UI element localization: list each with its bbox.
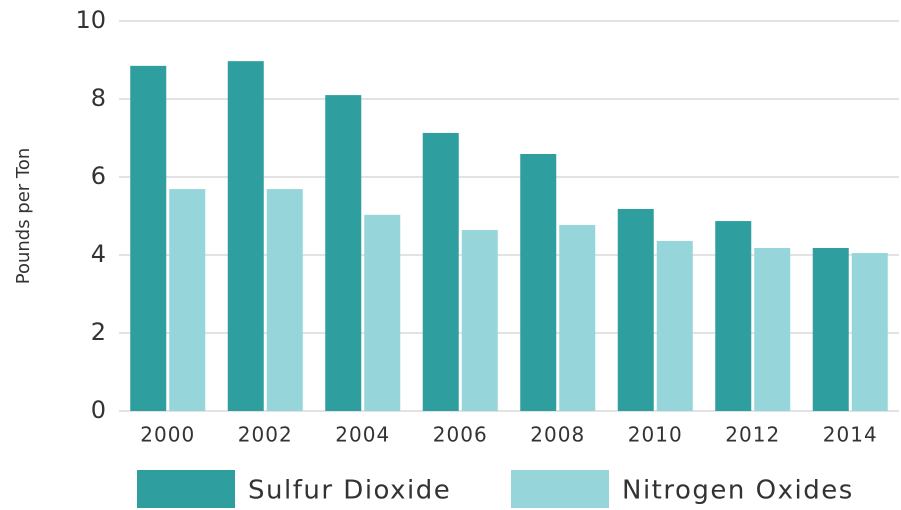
bar [754, 247, 791, 411]
bar [617, 208, 654, 411]
bar [559, 224, 596, 411]
legend-label: Sulfur Dioxide [248, 476, 451, 506]
x-tick-label: 2000 [140, 423, 195, 447]
y-tick-label: 6 [91, 162, 106, 190]
x-tick-label: 2008 [530, 423, 585, 447]
y-axis-label: Pounds per Ton [13, 148, 34, 285]
bar [364, 214, 401, 411]
x-tick-label: 2006 [433, 423, 488, 447]
x-tick-label: 2010 [628, 423, 683, 447]
y-tick-label: 10 [75, 6, 106, 34]
bar [325, 95, 362, 411]
bar [227, 61, 264, 412]
bar [851, 253, 888, 411]
y-tick-label: 4 [91, 240, 106, 268]
bar [130, 65, 167, 411]
y-tick-label: 2 [91, 318, 106, 346]
y-tick-label: 0 [91, 396, 106, 424]
x-tick-label: 2012 [725, 423, 780, 447]
bar [656, 240, 693, 411]
bar [520, 153, 557, 412]
bar [461, 230, 498, 411]
x-tick-label: 2002 [238, 423, 293, 447]
x-tick-label: 2014 [823, 423, 878, 447]
bar [715, 221, 752, 411]
bar [169, 189, 206, 411]
y-tick-label: 8 [91, 84, 106, 112]
bar [812, 247, 849, 411]
legend-swatch [511, 470, 609, 508]
bar [266, 189, 303, 411]
x-tick-label: 2004 [335, 423, 390, 447]
legend-label: Nitrogen Oxides [622, 476, 854, 506]
bar [422, 132, 459, 411]
legend-swatch [137, 470, 235, 508]
